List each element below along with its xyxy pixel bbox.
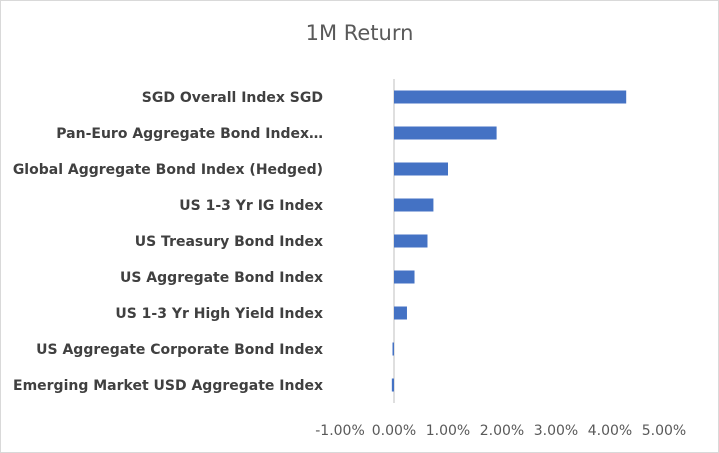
- x-tick-label: 4.00%: [588, 423, 632, 439]
- x-tick-label: 0.00%: [372, 423, 416, 439]
- category-label: US Aggregate Bond Index: [120, 270, 323, 286]
- x-tick-label: 5.00%: [642, 423, 686, 439]
- category-label: Emerging Market USD Aggregate Index: [13, 378, 323, 394]
- x-tick-label: -1.00%: [315, 423, 365, 439]
- category-label: SGD Overall Index SGD: [142, 90, 323, 106]
- bar: [394, 198, 434, 212]
- bar: [394, 270, 415, 284]
- bar: [394, 306, 407, 320]
- category-label: US 1-3 Yr IG Index: [179, 198, 323, 214]
- bar: [394, 90, 627, 104]
- bar: [394, 162, 448, 176]
- bar: [391, 378, 394, 392]
- category-label: US Treasury Bond Index: [135, 234, 323, 250]
- bar: [394, 234, 428, 248]
- category-label: Global Aggregate Bond Index (Hedged): [13, 162, 323, 178]
- category-label: US Aggregate Corporate Bond Index: [36, 342, 323, 358]
- chart-title: 1M Return: [305, 21, 414, 45]
- bar: [392, 342, 394, 356]
- x-tick-label: 3.00%: [534, 423, 578, 439]
- x-tick-label: 1.00%: [426, 423, 470, 439]
- x-tick-label: 2.00%: [480, 423, 524, 439]
- bar: [394, 126, 497, 140]
- category-label: Pan-Euro Aggregate Bond Index…: [56, 126, 323, 142]
- category-label: US 1-3 Yr High Yield Index: [115, 306, 323, 322]
